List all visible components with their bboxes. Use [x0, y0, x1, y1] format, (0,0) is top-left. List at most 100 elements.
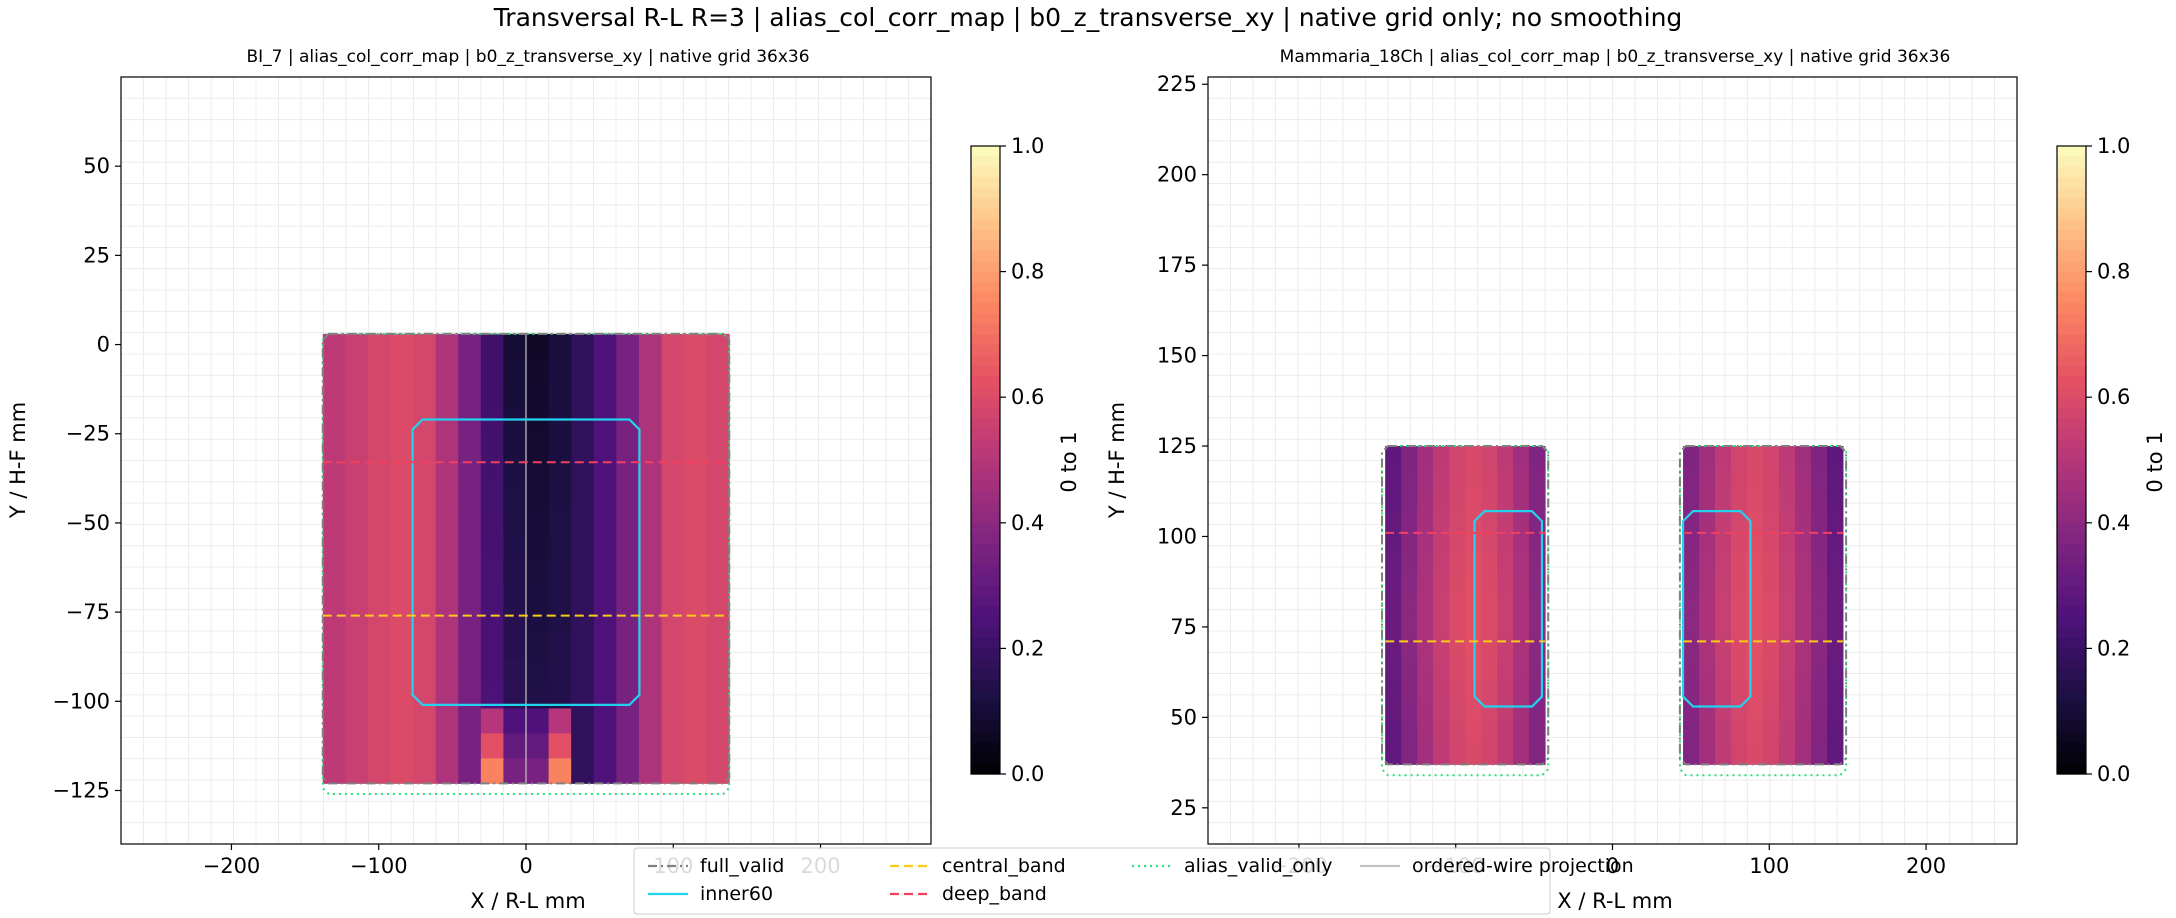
heatmap-cell	[548, 733, 572, 759]
heatmap-cell	[1449, 467, 1466, 489]
heatmap-cell	[435, 708, 459, 734]
heatmap-cell	[1513, 488, 1530, 511]
heatmap-cell	[322, 608, 346, 635]
heatmap-cell	[593, 558, 617, 585]
heatmap-cell	[1513, 615, 1530, 638]
heatmap-cell	[1779, 615, 1796, 638]
heatmap-cell	[661, 633, 685, 659]
colorbar-segment	[971, 208, 1000, 220]
x-tick-label: 0	[1606, 854, 1619, 878]
heatmap-cell	[1810, 594, 1828, 617]
heatmap-cell	[593, 483, 617, 510]
colorbar-segment	[971, 564, 1000, 576]
heatmap-cell	[1810, 615, 1828, 638]
heatmap-cell	[322, 333, 346, 360]
heatmap-cell	[458, 483, 482, 510]
colorbar-segment	[971, 753, 1000, 765]
heatmap-cell	[706, 358, 730, 385]
heatmap-cell	[367, 558, 392, 585]
heatmap-cell	[435, 583, 459, 610]
colorbar-segment	[971, 439, 1000, 451]
heatmap-cell	[367, 683, 392, 709]
heatmap-cell	[1731, 488, 1748, 511]
legend: full_valid inner60 central_band deep_band al…	[633, 847, 1634, 915]
heatmap-cell	[706, 533, 730, 560]
heatmap-cell	[1763, 573, 1780, 596]
heatmap-cell	[706, 433, 730, 460]
heatmap-cell	[1810, 488, 1828, 511]
heatmap-cell	[638, 383, 662, 410]
heatmap-cell	[593, 383, 617, 410]
colorbar-segment	[2057, 763, 2086, 775]
heatmap-cell	[413, 408, 437, 435]
heatmap-cell	[1449, 743, 1466, 765]
heatmap-cell	[1779, 530, 1796, 553]
heatmap-cell	[1481, 700, 1498, 723]
colorbar-segment	[2057, 428, 2086, 440]
heatmap-cell	[367, 633, 392, 659]
heatmap-cell	[322, 483, 346, 510]
heatmap-cell	[1826, 509, 1844, 532]
heatmap-cell	[1497, 552, 1514, 574]
heatmap-cell	[1683, 530, 1700, 553]
colorbar-segment	[971, 501, 1000, 513]
colorbar-segment	[2057, 313, 2086, 325]
heatmap-cell	[1449, 637, 1466, 659]
heatmap-cell	[1513, 446, 1530, 468]
heatmap-cell	[1465, 530, 1482, 553]
colorbar-segment	[2057, 166, 2086, 178]
heatmap-cell	[1465, 679, 1482, 702]
heatmap-cell	[1779, 743, 1796, 765]
colorbar-segment	[971, 606, 1000, 618]
heatmap-cell	[322, 433, 346, 460]
heatmap-cell	[548, 533, 572, 560]
heatmap-cell	[593, 408, 617, 435]
heatmap-cell	[367, 733, 392, 759]
heatmap-cell	[571, 483, 595, 510]
colorbar-segment	[971, 480, 1000, 492]
heatmap-cell	[1433, 743, 1450, 765]
colorbar-segment	[971, 742, 1000, 754]
colorbar-segment	[971, 313, 1000, 325]
heatmap-cell	[1779, 594, 1796, 617]
heatmap-cell	[684, 758, 708, 784]
y-tick-label: 225	[1157, 72, 1197, 96]
colorbar-segment	[2057, 543, 2086, 555]
colorbar-segment	[971, 198, 1000, 210]
heatmap-cell	[548, 483, 572, 510]
colorbar-segment	[2057, 606, 2086, 618]
heatmap-cell	[526, 608, 550, 635]
heatmap-cell	[1794, 573, 1812, 596]
colorbar-segment	[971, 428, 1000, 440]
heatmap-cell	[1513, 509, 1530, 532]
heatmap-cell	[571, 608, 595, 635]
y-tick-label: 25	[83, 243, 110, 267]
heatmap-cell	[1385, 573, 1402, 596]
heatmap-cell	[684, 658, 708, 684]
heatmap-cell	[1699, 637, 1716, 659]
colorbar-segment	[2057, 669, 2086, 681]
heatmap-cell	[413, 483, 437, 510]
colorbar-segment	[971, 376, 1000, 388]
heatmap-cell	[1747, 700, 1764, 723]
heatmap-cell	[706, 383, 730, 410]
heatmap-cell	[367, 383, 392, 410]
heatmap-cell	[1385, 467, 1402, 489]
heatmap-cell	[503, 683, 527, 709]
heatmap-cell	[1433, 658, 1450, 681]
colorbar-segment	[971, 323, 1000, 335]
heatmap-cell	[616, 733, 640, 759]
heatmap-cell	[503, 533, 527, 560]
heatmap-cell	[390, 458, 414, 485]
heatmap-cell	[1794, 509, 1812, 532]
heatmap-cell	[1481, 530, 1498, 553]
heatmap-cell	[322, 633, 346, 659]
heatmap-cell	[480, 583, 504, 610]
colorbar-segment	[971, 627, 1000, 639]
heatmap-cell	[616, 483, 640, 510]
heatmap-cell	[1826, 594, 1844, 617]
heatmap-cell	[1465, 721, 1482, 744]
heatmap-cell	[1731, 721, 1748, 744]
colorbar-segment	[971, 575, 1000, 587]
heatmap-cell	[1513, 679, 1530, 702]
